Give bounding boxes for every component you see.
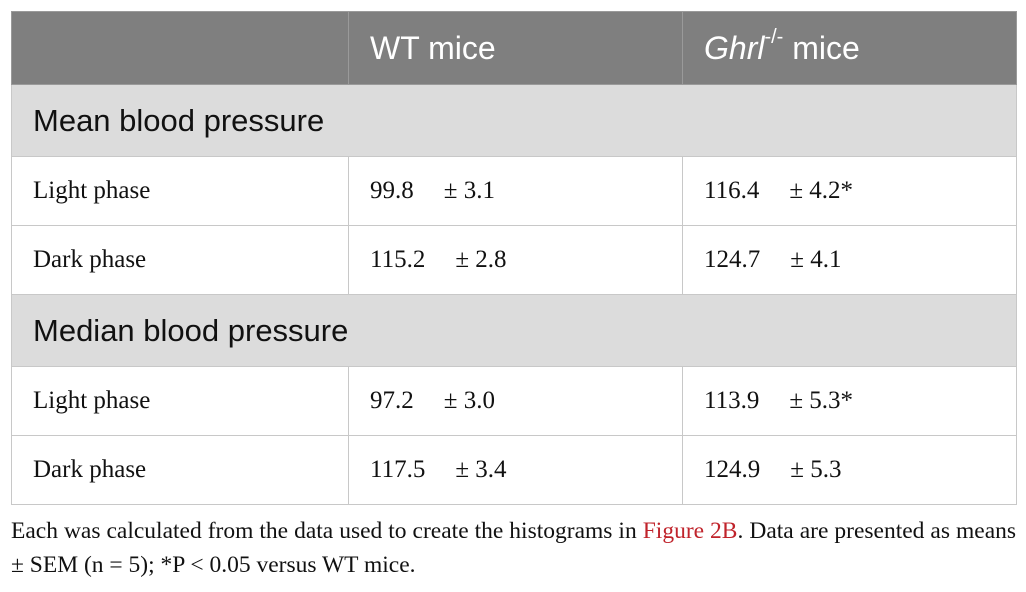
footnote: Each was calculated from the data used t…	[11, 514, 1016, 582]
section-row: Median blood pressure	[11, 294, 1017, 367]
data-row: Dark phase 117.5 ± 3.4 124.9 ± 5.3	[11, 435, 1017, 505]
sem-value: ± 3.1	[443, 177, 495, 204]
row-label-cell: Light phase	[11, 366, 349, 436]
genotype: -/-	[764, 25, 784, 48]
value-cell: 124.7 ± 4.1	[682, 225, 1017, 295]
row-label: Dark phase	[33, 246, 147, 273]
section-title: Mean blood pressure	[33, 102, 325, 138]
row-label-cell: Light phase	[11, 156, 349, 226]
data-row: Light phase 97.2 ± 3.0 113.9 ± 5.3*	[11, 366, 1017, 436]
figure-link[interactable]: Figure 2B	[642, 518, 738, 544]
header-cell	[11, 11, 349, 85]
header-cell: Ghrl-/- mice	[682, 11, 1017, 85]
row-label-cell: Dark phase	[11, 435, 349, 505]
mean-value: 97.2	[370, 387, 414, 414]
data-row: Dark phase 115.2 ± 2.8 124.7 ± 4.1	[11, 225, 1017, 295]
header-text: WT mice	[370, 29, 496, 66]
sem-value: ± 5.3	[790, 456, 842, 483]
value-cell: 117.5 ± 3.4	[348, 435, 683, 505]
section-cell: Median blood pressure	[11, 294, 1017, 367]
value-cell: 99.8 ± 3.1	[348, 156, 683, 226]
gene-name: Ghrl	[704, 29, 765, 66]
mean-value: 117.5	[370, 456, 426, 483]
footnote-text: Each was calculated from the data used t…	[11, 518, 637, 544]
sem-value: ± 5.3*	[789, 387, 854, 414]
mean-value: 115.2	[370, 246, 426, 273]
mean-value: 124.9	[704, 456, 761, 483]
mean-value: 124.7	[704, 246, 761, 273]
mean-value: 113.9	[704, 387, 760, 414]
section-cell: Mean blood pressure	[11, 84, 1017, 157]
value-cell: 97.2 ± 3.0	[348, 366, 683, 436]
section-title: Median blood pressure	[33, 312, 349, 348]
header-cell: WT mice	[348, 11, 683, 85]
row-label: Dark phase	[33, 456, 147, 483]
value-cell: 124.9 ± 5.3	[682, 435, 1017, 505]
sem-value: ± 3.0	[443, 387, 495, 414]
value-cell: 116.4 ± 4.2*	[682, 156, 1017, 226]
sem-value: ± 3.4	[455, 456, 507, 483]
sem-value: ± 4.2*	[789, 177, 854, 204]
row-label: Light phase	[33, 387, 151, 414]
data-table: WT mice Ghrl-/- mice Mean blood pressure…	[11, 11, 1017, 505]
value-cell: 115.2 ± 2.8	[348, 225, 683, 295]
section-row: Mean blood pressure	[11, 84, 1017, 157]
data-row: Light phase 99.8 ± 3.1 116.4 ± 4.2*	[11, 156, 1017, 226]
footnote-text: . Data are presented as means ± SEM (n =…	[11, 518, 1017, 578]
mean-value: 99.8	[370, 177, 414, 204]
row-label-cell: Dark phase	[11, 225, 349, 295]
header-row: WT mice Ghrl-/- mice	[11, 11, 1017, 85]
row-label: Light phase	[33, 177, 151, 204]
header-text: mice	[792, 29, 860, 66]
value-cell: 113.9 ± 5.3*	[682, 366, 1017, 436]
sem-value: ± 4.1	[790, 246, 842, 273]
mean-value: 116.4	[704, 177, 760, 204]
sem-value: ± 2.8	[455, 246, 507, 273]
